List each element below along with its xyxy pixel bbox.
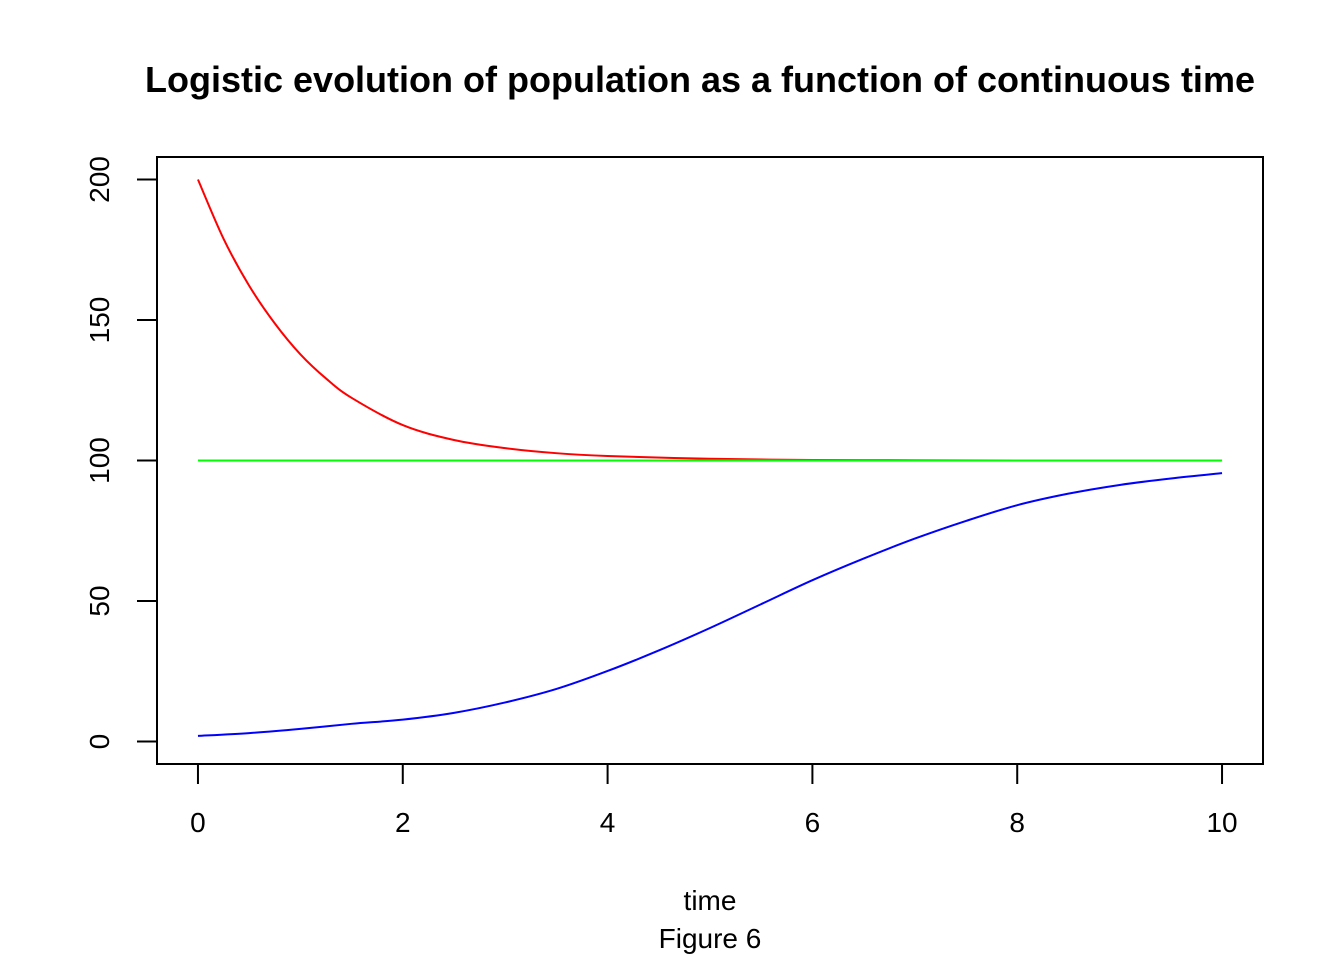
x-tick-label: 4 [600, 807, 616, 838]
x-tick-label: 2 [395, 807, 411, 838]
x-tick-label: 6 [805, 807, 821, 838]
chart-title: Logistic evolution of population as a fu… [145, 59, 1255, 100]
series-line-1 [197, 179, 1223, 462]
y-tick-label: 50 [84, 585, 115, 616]
x-tick-label: 0 [190, 807, 206, 838]
y-tick-label: 200 [84, 156, 115, 203]
figure-caption: Figure 6 [659, 923, 762, 954]
x-tick-label: 8 [1009, 807, 1025, 838]
y-tick-label: 150 [84, 297, 115, 344]
y-tick-label: 100 [84, 437, 115, 484]
series-group [197, 179, 1223, 737]
y-axis: 0 50 100 150 200 [84, 156, 158, 750]
x-tick-label: 10 [1206, 807, 1237, 838]
y-tick-label: 0 [84, 734, 115, 750]
x-axis: 0 2 4 6 8 10 [190, 763, 1238, 838]
x-axis-label: time [684, 885, 737, 916]
series-line-3 [197, 472, 1223, 737]
